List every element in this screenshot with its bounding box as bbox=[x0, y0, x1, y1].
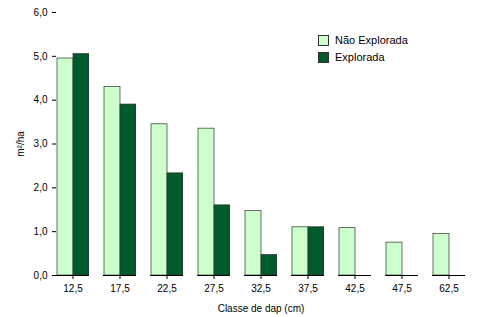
svg-text:32,5: 32,5 bbox=[251, 283, 271, 294]
svg-text:37,5: 37,5 bbox=[298, 283, 318, 294]
svg-text:42,5: 42,5 bbox=[345, 283, 365, 294]
svg-text:22,5: 22,5 bbox=[157, 283, 177, 294]
svg-text:6,0: 6,0 bbox=[34, 7, 48, 18]
svg-text:47,5: 47,5 bbox=[392, 283, 412, 294]
svg-text:27,5: 27,5 bbox=[204, 283, 224, 294]
html-text:Não Explorada: Não Explorada bbox=[335, 34, 408, 46]
svg-text:3,0: 3,0 bbox=[34, 138, 48, 149]
svg-text:12,5: 12,5 bbox=[63, 283, 83, 294]
svg-text:5,0: 5,0 bbox=[34, 51, 48, 62]
svg-text:62,5: 62,5 bbox=[439, 283, 459, 294]
html-text:Explorada: Explorada bbox=[335, 51, 385, 63]
svg-text:Classe de dap (cm): Classe de dap (cm) bbox=[218, 303, 305, 314]
svg-text:m²/ha: m²/ha bbox=[15, 131, 26, 157]
svg-text:17,5: 17,5 bbox=[110, 283, 130, 294]
svg-text:0,0: 0,0 bbox=[34, 270, 48, 281]
svg-text:4,0: 4,0 bbox=[34, 94, 48, 105]
svg-text:2,0: 2,0 bbox=[34, 182, 48, 193]
svg-text:1,0: 1,0 bbox=[34, 226, 48, 237]
